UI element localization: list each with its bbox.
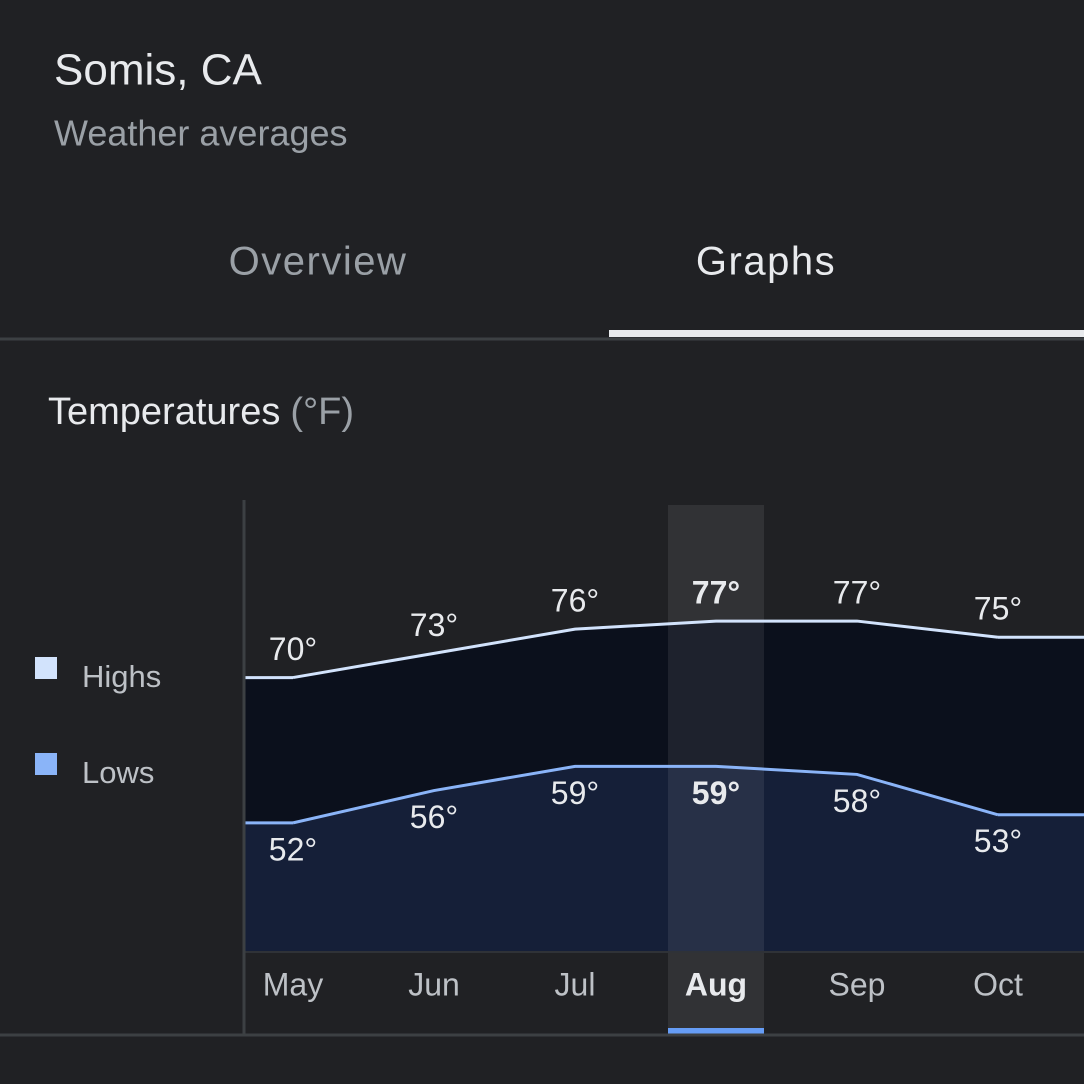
tab[interactable]: Overview (229, 240, 408, 284)
location-title: Somis, CA (54, 46, 262, 95)
selected-band (668, 505, 764, 1036)
value-label: 59° (551, 775, 599, 811)
tab-bar: Overview Graphs (229, 240, 1084, 337)
legend-swatch (35, 753, 57, 775)
value-label: 52° (269, 831, 317, 867)
x-tick-label[interactable]: Jun (408, 966, 460, 1002)
legend-label: Highs (82, 659, 161, 694)
unit: (°F) (290, 391, 354, 433)
value-label: 70° (269, 631, 317, 667)
legend-swatch (35, 657, 57, 679)
section-title: Temperatures (°F) (48, 391, 354, 433)
tab-indicator (609, 330, 1084, 337)
x-tick-label[interactable]: Sep (829, 966, 886, 1002)
value-label: 77° (692, 575, 740, 611)
subtitle: Weather averages (54, 113, 348, 154)
value-label: 77° (833, 575, 881, 611)
value-label: 58° (833, 783, 881, 819)
x-tick-label[interactable]: Aug (685, 966, 747, 1002)
legend-label: Lows (82, 755, 154, 790)
x-tick-label[interactable]: May (263, 966, 323, 1002)
x-tick-label[interactable]: Jul (555, 966, 596, 1002)
selected-indicator (668, 1028, 764, 1036)
value-label: 75° (974, 591, 1022, 627)
value-label: 59° (692, 775, 740, 811)
value-label: 53° (974, 823, 1022, 859)
x-tick-label[interactable]: Oct (973, 966, 1023, 1002)
plot: 70° 73° 76° 77° 77° 75° Highs 52° 56° 59° 59° 58° 53… (35, 500, 1084, 1036)
value-label: 76° (551, 583, 599, 619)
value-label: 56° (410, 799, 458, 835)
tab[interactable]: Graphs (696, 240, 836, 284)
value-label: 73° (410, 607, 458, 643)
section-title-text: Temperatures (48, 391, 280, 433)
area-fill (245, 766, 1084, 952)
series-line (292, 619, 999, 680)
series-line (292, 764, 999, 825)
